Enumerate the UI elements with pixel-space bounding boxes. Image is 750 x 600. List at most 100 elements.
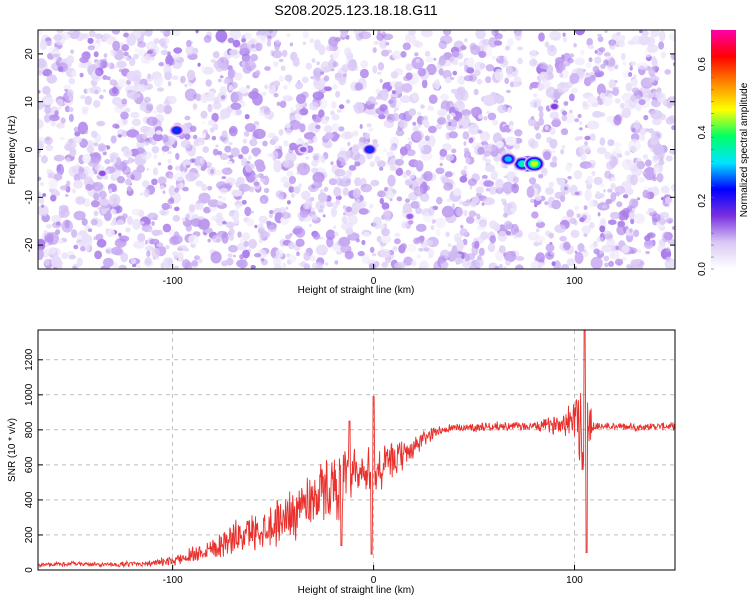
heatmap-cell (535, 228, 540, 233)
heatmap-cell (631, 61, 637, 66)
heatmap-cell (122, 130, 128, 138)
heatmap-cell (58, 106, 62, 110)
heatmap-cell (457, 253, 462, 258)
heatmap-cell (405, 170, 416, 180)
heatmap-cell (560, 128, 569, 136)
heatmap-cell (224, 145, 232, 153)
heatmap-cell (302, 41, 306, 45)
heatmap-cell (50, 120, 56, 127)
heatmap-cell (573, 170, 583, 180)
heatmap-cell (167, 151, 172, 155)
heatmap-cell (369, 246, 375, 253)
heatmap-cell (250, 210, 254, 214)
heatmap-cell (562, 191, 566, 198)
heatmap-cell (614, 98, 621, 104)
heatmap-cell (667, 239, 675, 246)
heatmap-cell (395, 86, 403, 95)
heatmap-cell (480, 231, 489, 240)
heatmap-cell (609, 155, 617, 169)
heatmap-hotspot (504, 156, 512, 162)
heatmap-cell (488, 186, 498, 195)
heatmap-cell (302, 75, 309, 84)
heatmap-cell (215, 30, 228, 43)
heatmap-cell (267, 153, 272, 158)
heatmap-cell (183, 247, 190, 252)
heatmap-cell (228, 228, 235, 235)
heatmap-cell (70, 49, 75, 54)
heatmap-cell (197, 62, 201, 67)
heatmap-cell (116, 60, 127, 69)
heatmap-cell (391, 90, 396, 95)
heatmap-cell (646, 211, 650, 215)
heatmap-cell (440, 35, 453, 45)
heatmap-cell (48, 178, 58, 190)
heatmap-cell (263, 187, 270, 194)
heatmap-cell (40, 181, 44, 186)
heatmap-cell (74, 131, 81, 137)
heatmap-cell (330, 207, 337, 218)
heatmap-cell (491, 119, 499, 126)
heatmap-cell (444, 76, 452, 84)
heatmap-cell (64, 143, 73, 151)
heatmap-cell (569, 93, 575, 102)
heatmap-cell (279, 102, 284, 108)
heatmap-cell (323, 186, 329, 192)
heatmap-cell (228, 142, 233, 146)
heatmap-cell (398, 112, 407, 121)
heatmap-cell (531, 211, 539, 219)
heatmap-cell (665, 247, 671, 253)
heatmap-cell (210, 251, 222, 264)
heatmap-cell (241, 157, 248, 167)
heatmap-cell (144, 140, 150, 146)
heatmap-cell (574, 251, 584, 264)
heatmap-cell (580, 49, 585, 56)
heatmap-cell (109, 79, 118, 86)
heatmap-cell (580, 153, 587, 161)
heatmap-cell (421, 119, 430, 126)
heatmap-cell (368, 127, 374, 133)
heatmap-cell (126, 186, 132, 192)
heatmap-cell (420, 104, 425, 109)
heatmap-cell (502, 266, 507, 269)
heatmap-cell (146, 168, 150, 171)
heatmap-cell (372, 139, 378, 144)
heatmap-cell (110, 135, 117, 144)
heatmap-cell (464, 253, 471, 262)
heatmap-cell (293, 186, 301, 194)
heatmap-cell (162, 257, 173, 269)
heatmap-cell (231, 189, 242, 197)
heatmap-cell (561, 115, 568, 122)
heatmap-cell (284, 74, 293, 82)
heatmap-cell (538, 174, 544, 179)
heatmap-cell (432, 82, 437, 89)
heatmap-cell (415, 223, 427, 232)
heatmap-cell (476, 213, 481, 220)
heatmap-cell (66, 55, 75, 64)
heatmap-cell (148, 228, 153, 233)
heatmap-cell (445, 231, 450, 238)
heatmap-cell (170, 234, 183, 245)
heatmap-cell (369, 161, 375, 168)
heatmap-cell (331, 123, 340, 133)
heatmap-cell (388, 49, 392, 54)
heatmap-cell (223, 78, 230, 85)
heatmap-cell (43, 230, 48, 235)
heatmap-cell (392, 50, 402, 60)
heatmap-cell (78, 62, 85, 69)
heatmap-cell (313, 77, 326, 90)
heatmap-cell (86, 140, 94, 146)
heatmap-cell (237, 259, 248, 269)
heatmap-cell (56, 98, 64, 106)
heatmap-cell (441, 205, 455, 218)
heatmap-cell (482, 197, 495, 206)
heatmap-cell (435, 123, 442, 130)
heatmap-cell (413, 186, 424, 197)
heatmap-cell (507, 107, 512, 113)
heatmap-cell (405, 72, 413, 80)
heatmap-ytick-label: 0 (24, 146, 35, 152)
heatmap-cell (145, 245, 155, 252)
heatmap-cell (273, 61, 279, 67)
heatmap-cell (453, 236, 460, 242)
heatmap-cell (90, 130, 98, 138)
heatmap-cell (463, 75, 474, 82)
